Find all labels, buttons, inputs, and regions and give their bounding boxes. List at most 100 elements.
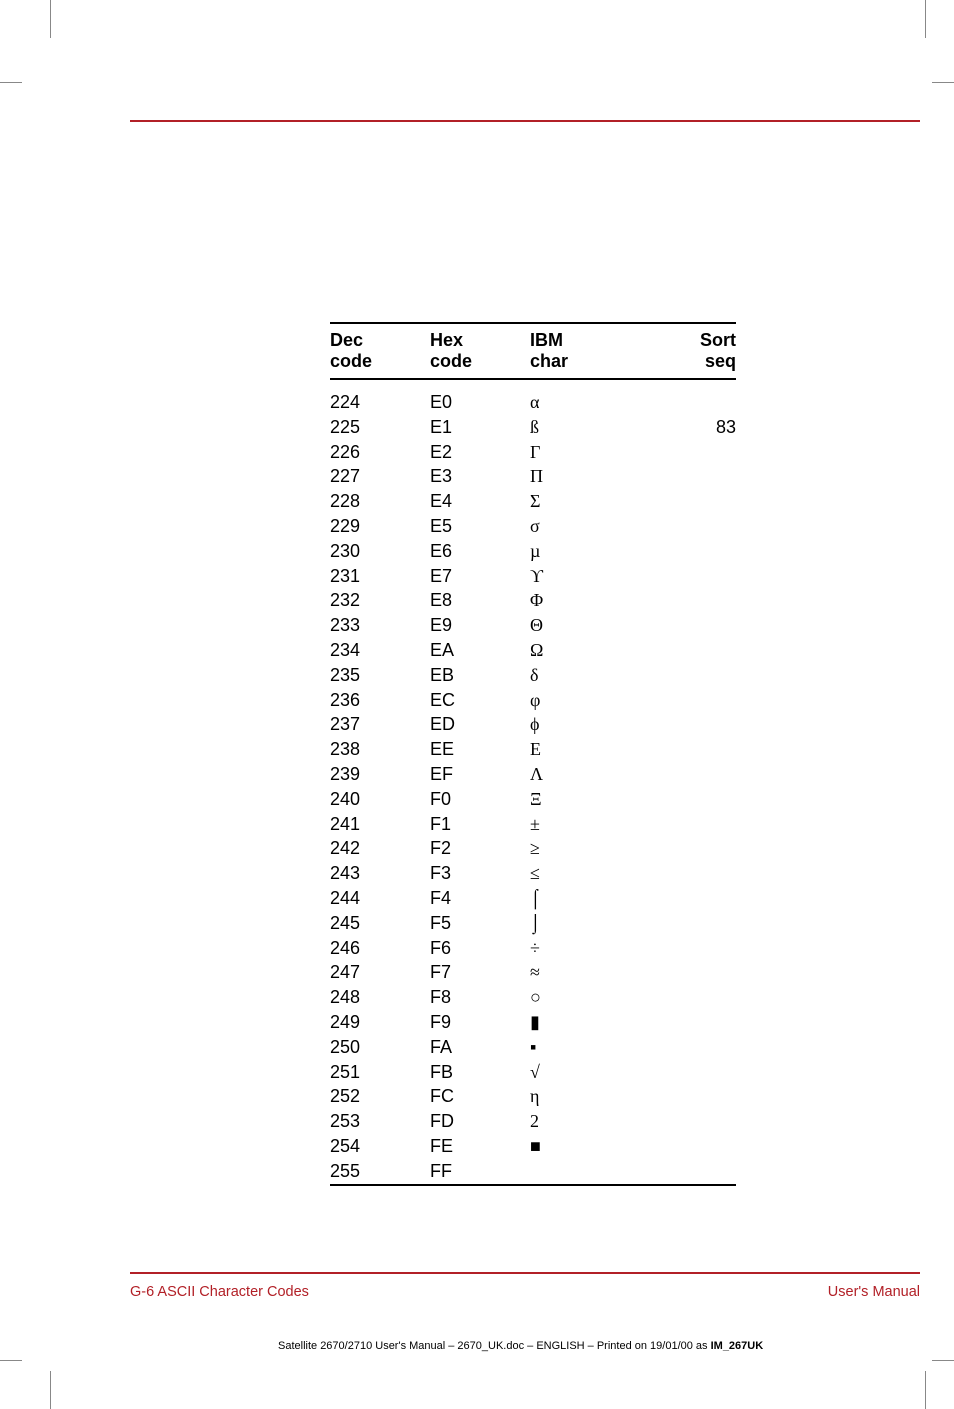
cell-dec: 242 [330, 836, 430, 861]
cell-sort [660, 812, 736, 837]
cell-ibm-char: Σ [530, 489, 660, 514]
cell-ibm-char: √ [530, 1060, 660, 1085]
cell-dec: 233 [330, 613, 430, 638]
cell-sort [660, 886, 736, 911]
crop-mark [925, 0, 926, 38]
cell-hex: FC [430, 1084, 530, 1109]
cell-ibm-char: ○ [530, 985, 660, 1010]
cell-ibm-char: ▪ [530, 1035, 660, 1060]
cell-sort [660, 936, 736, 961]
table-row: 239EFΛ [330, 762, 736, 787]
cell-dec: 227 [330, 464, 430, 489]
cell-ibm-char: Π [530, 464, 660, 489]
table-row: 246F6÷ [330, 936, 736, 961]
table-row: 252FCη [330, 1084, 736, 1109]
header-dec-line1: Dec [330, 330, 430, 351]
table-row: 234EAΩ [330, 638, 736, 663]
cell-dec: 228 [330, 489, 430, 514]
cell-ibm-char: Ξ [530, 787, 660, 812]
cell-dec: 255 [330, 1159, 430, 1184]
cell-ibm-char: ⌡ [530, 911, 660, 936]
cell-dec: 247 [330, 960, 430, 985]
cell-ibm-char: ≈ [530, 960, 660, 985]
table-row: 255FF [330, 1159, 736, 1184]
crop-mark [50, 1371, 51, 1409]
table-row: 247F7≈ [330, 960, 736, 985]
table-row: 224E0α [330, 390, 736, 415]
cell-ibm-char: ϕ [530, 712, 660, 737]
cell-sort [660, 588, 736, 613]
cell-dec: 239 [330, 762, 430, 787]
cell-sort [660, 1060, 736, 1085]
cell-sort [660, 737, 736, 762]
header-sort: Sort seq [660, 330, 736, 372]
cell-sort [660, 1010, 736, 1035]
table-row: 241F1± [330, 812, 736, 837]
cell-hex: E5 [430, 514, 530, 539]
table-row: 232E8Φ [330, 588, 736, 613]
cell-hex: FB [430, 1060, 530, 1085]
cell-sort [660, 836, 736, 861]
cell-ibm-char: Λ [530, 762, 660, 787]
cell-ibm-char: ϒ [530, 564, 660, 589]
cell-sort [660, 1035, 736, 1060]
cell-dec: 240 [330, 787, 430, 812]
cell-hex: F1 [430, 812, 530, 837]
cell-ibm-char: φ [530, 688, 660, 713]
header-dec-line2: code [330, 351, 430, 372]
cell-ibm-char: Ω [530, 638, 660, 663]
cell-ibm-char: δ [530, 663, 660, 688]
cell-hex: EF [430, 762, 530, 787]
crop-mark [932, 1360, 954, 1361]
cell-dec: 238 [330, 737, 430, 762]
table-row: 229E5σ [330, 514, 736, 539]
cell-sort [660, 861, 736, 886]
cell-hex: E8 [430, 588, 530, 613]
table-row: 250FA▪ [330, 1035, 736, 1060]
header-hex-line1: Hex [430, 330, 530, 351]
table-row: 251FB√ [330, 1060, 736, 1085]
bottom-note-text: Satellite 2670/2710 User's Manual – 2670… [278, 1340, 711, 1352]
header-dec: Dec code [330, 330, 430, 372]
header-hex: Hex code [430, 330, 530, 372]
table-row: 240F0Ξ [330, 787, 736, 812]
cell-hex: FA [430, 1035, 530, 1060]
crop-mark [0, 82, 22, 83]
cell-dec: 225 [330, 415, 430, 440]
cell-dec: 249 [330, 1010, 430, 1035]
cell-hex: EC [430, 688, 530, 713]
cell-hex: EA [430, 638, 530, 663]
cell-dec: 243 [330, 861, 430, 886]
cell-dec: 235 [330, 663, 430, 688]
cell-ibm-char: Γ [530, 440, 660, 465]
cell-ibm-char: ≥ [530, 836, 660, 861]
cell-dec: 250 [330, 1035, 430, 1060]
cell-ibm-char: ≤ [530, 861, 660, 886]
cell-sort [660, 911, 736, 936]
cell-sort [660, 1159, 736, 1184]
cell-sort [660, 688, 736, 713]
cell-hex: F7 [430, 960, 530, 985]
table-header: Dec code Hex code IBM char Sort seq [330, 322, 736, 380]
cell-hex: E7 [430, 564, 530, 589]
cell-ibm-char: ▮ [530, 1010, 660, 1035]
table-row: 253FD2 [330, 1109, 736, 1134]
cell-hex: FE [430, 1134, 530, 1159]
cell-dec: 252 [330, 1084, 430, 1109]
cell-dec: 226 [330, 440, 430, 465]
cell-dec: 236 [330, 688, 430, 713]
cell-sort [660, 1084, 736, 1109]
cell-dec: 251 [330, 1060, 430, 1085]
cell-sort [660, 960, 736, 985]
cell-dec: 246 [330, 936, 430, 961]
cell-ibm-char: ± [530, 812, 660, 837]
cell-hex: F4 [430, 886, 530, 911]
cell-dec: 244 [330, 886, 430, 911]
cell-ibm-char: Φ [530, 588, 660, 613]
cell-dec: 230 [330, 539, 430, 564]
crop-mark [925, 1371, 926, 1409]
cell-hex: E9 [430, 613, 530, 638]
cell-ibm-char: ⌠ [530, 886, 660, 911]
table-row: 231E7ϒ [330, 564, 736, 589]
header-ibm-line1: IBM [530, 330, 660, 351]
